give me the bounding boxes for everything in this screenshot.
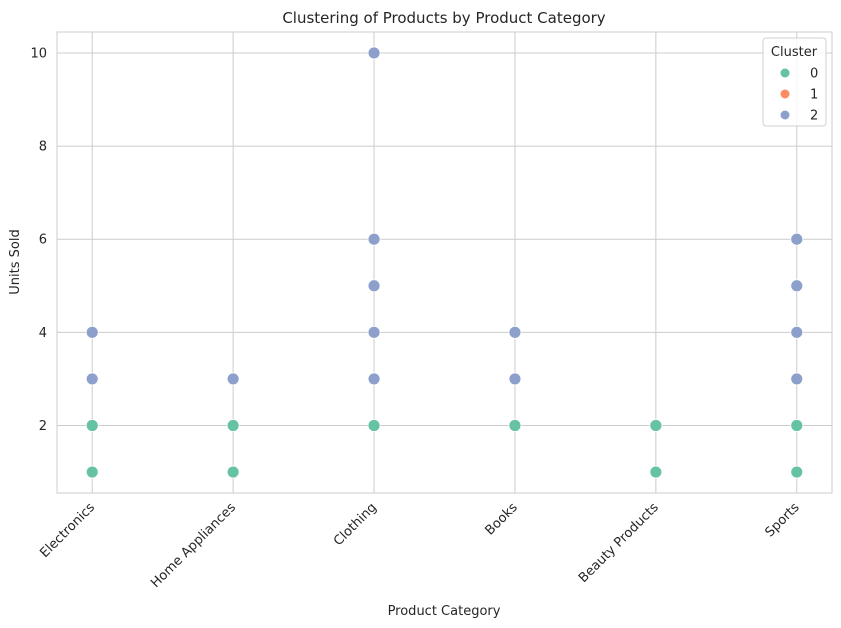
- data-point-cluster-2: [367, 279, 381, 293]
- data-point-cluster-0: [226, 465, 240, 479]
- legend-title: Cluster: [771, 45, 818, 60]
- y-tick-label: 2: [39, 419, 47, 434]
- data-point-cluster-2: [790, 372, 804, 386]
- y-tick-labels: 2 4 6 8 10: [30, 46, 47, 434]
- data-points: [85, 46, 804, 479]
- grid-lines: [57, 32, 832, 493]
- legend-frame: [762, 37, 827, 127]
- data-point-cluster-2: [508, 325, 522, 339]
- x-tick-label: Sports: [763, 500, 803, 540]
- data-point-cluster-2: [508, 372, 522, 386]
- data-point-cluster-2: [367, 232, 381, 246]
- data-point-cluster-0: [367, 419, 381, 432]
- x-tick-label: Clothing: [331, 500, 380, 549]
- data-point-cluster-2: [367, 372, 381, 386]
- data-point-cluster-0: [790, 419, 804, 432]
- data-point-cluster-0: [649, 419, 663, 432]
- x-tick-label: Beauty Products: [576, 500, 662, 586]
- x-axis-title: Product Category: [388, 604, 501, 619]
- data-point-cluster-2: [367, 325, 381, 339]
- data-point-cluster-0: [790, 465, 804, 479]
- x-tick-label: Electronics: [37, 500, 98, 561]
- data-point-cluster-0: [508, 419, 522, 432]
- data-point-cluster-2: [367, 46, 381, 60]
- y-tick-label: 8: [39, 140, 47, 155]
- chart-title: Clustering of Products by Product Catego…: [282, 9, 605, 27]
- data-point-cluster-2: [85, 325, 99, 339]
- y-tick-label: 4: [39, 326, 47, 341]
- legend-marker-cluster-1: [780, 89, 790, 99]
- legend-label-cluster-1: 1: [810, 88, 818, 103]
- legend: Cluster 0 1 2: [762, 37, 827, 127]
- y-axis-title: Units Sold: [8, 229, 23, 294]
- legend-marker-cluster-2: [780, 110, 790, 120]
- data-point-cluster-2: [790, 325, 804, 339]
- x-tick-labels: Electronics Home Appliances Clothing Books B…: [37, 500, 802, 591]
- data-point-cluster-2: [790, 232, 804, 246]
- data-point-cluster-0: [226, 419, 240, 432]
- legend-entries: 0 1 2: [780, 67, 818, 124]
- x-tick-label: Books: [482, 500, 520, 538]
- y-tick-label: 10: [30, 46, 47, 61]
- x-tick-label: Home Appliances: [148, 500, 239, 591]
- data-point-cluster-0: [649, 465, 663, 479]
- plot-area-frame: [56, 31, 833, 494]
- data-point-cluster-2: [790, 279, 804, 293]
- y-tick-label: 6: [39, 233, 47, 248]
- legend-label-cluster-0: 0: [810, 67, 818, 82]
- data-point-cluster-2: [226, 372, 240, 386]
- legend-marker-cluster-0: [780, 68, 790, 78]
- legend-label-cluster-2: 2: [810, 109, 818, 124]
- data-point-cluster-0: [85, 419, 99, 432]
- data-point-cluster-2: [85, 372, 99, 386]
- data-point-cluster-0: [85, 465, 99, 479]
